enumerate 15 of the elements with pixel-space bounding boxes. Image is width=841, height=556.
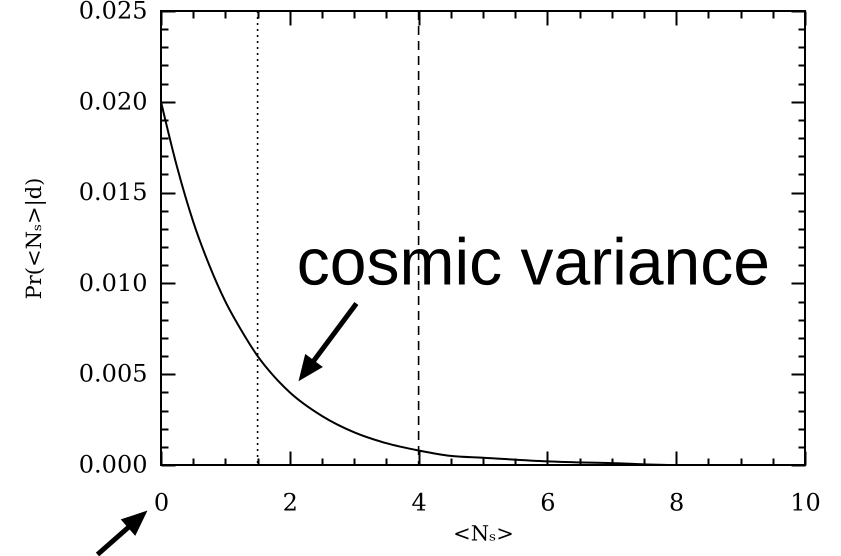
y-tick-label: 0.025 bbox=[78, 0, 148, 24]
y-tick-label: 0.005 bbox=[78, 360, 148, 388]
y-axis-title: Pr(<Nₛ>|d) bbox=[22, 178, 46, 300]
annotation: cosmic variance bbox=[296, 224, 770, 298]
x-axis-title: <Nₛ> bbox=[453, 522, 514, 546]
y-tick-label: 0.010 bbox=[78, 268, 148, 297]
x-tick-label: 6 bbox=[540, 488, 556, 516]
y-tick-label: 0.000 bbox=[78, 450, 148, 478]
y-tick-label: 0.015 bbox=[78, 178, 148, 206]
x-tick-label: 4 bbox=[411, 488, 427, 516]
x-tick-label: 8 bbox=[669, 488, 684, 516]
y-tick-label: 0.020 bbox=[78, 87, 148, 116]
x-tick-label: 10 bbox=[790, 488, 821, 516]
x-tick-label: 0 bbox=[154, 488, 170, 516]
x-tick-label: 2 bbox=[282, 488, 298, 516]
